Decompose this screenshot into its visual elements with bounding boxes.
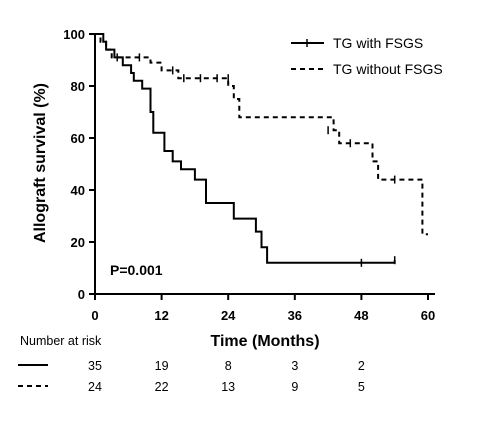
survival-curves — [95, 33, 428, 267]
y-tick-label: 100 — [63, 27, 85, 42]
x-tick-label: 48 — [354, 308, 368, 323]
axes — [94, 34, 435, 295]
series-line-tg-without-fsgs — [95, 33, 428, 236]
legend: TG with FSGS TG without FSGS — [291, 35, 443, 77]
risk-table-title: Number at risk — [20, 334, 102, 348]
risk-count: 22 — [155, 380, 169, 394]
legend-label-tg-with-fsgs: TG with FSGS — [333, 35, 423, 51]
y-tick-label: 40 — [71, 183, 85, 198]
risk-count: 9 — [291, 380, 298, 394]
risk-count: 35 — [88, 359, 102, 373]
y-ticks: 0 20 40 60 80 100 — [63, 27, 95, 302]
risk-table: 35 19 8 3 2 24 22 13 9 5 — [18, 359, 365, 394]
risk-count: 13 — [221, 380, 235, 394]
risk-count: 5 — [358, 380, 365, 394]
risk-count: 19 — [155, 359, 169, 373]
y-tick-label: 60 — [71, 131, 85, 146]
risk-count: 8 — [225, 359, 232, 373]
y-axis-title: Allograft survival (%) — [32, 83, 49, 243]
x-tick-label: 36 — [288, 308, 302, 323]
x-tick-label: 60 — [421, 308, 435, 323]
legend-label-tg-without-fsgs: TG without FSGS — [333, 61, 443, 77]
risk-count: 24 — [88, 380, 102, 394]
y-tick-label: 80 — [71, 79, 85, 94]
x-ticks: 0 12 24 36 48 60 — [91, 294, 435, 323]
x-tick-label: 24 — [221, 308, 236, 323]
risk-count: 2 — [358, 359, 365, 373]
x-axis-title: Time (Months) — [210, 333, 319, 350]
x-tick-label: 0 — [91, 308, 98, 323]
risk-count: 3 — [291, 359, 298, 373]
y-tick-label: 0 — [78, 287, 85, 302]
p-value-annotation: P=0.001 — [110, 262, 163, 278]
x-tick-label: 12 — [154, 308, 168, 323]
y-tick-label: 20 — [71, 235, 85, 250]
